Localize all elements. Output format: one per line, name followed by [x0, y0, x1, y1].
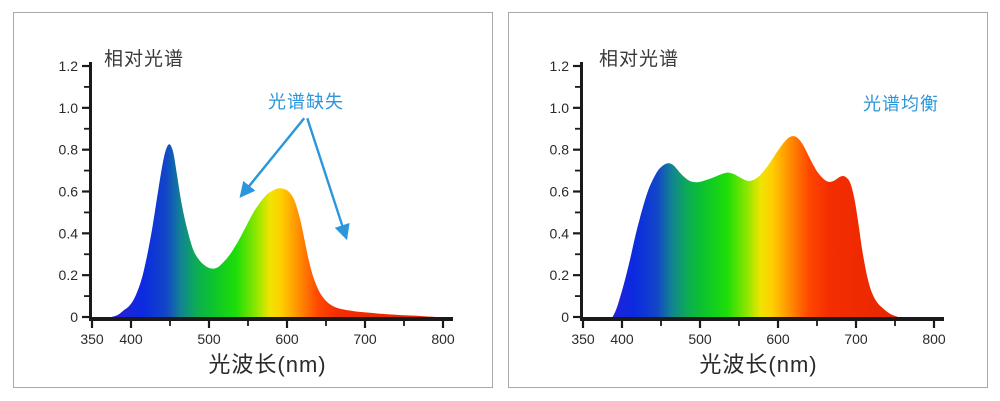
y-tick-label: 0.6	[59, 184, 79, 200]
y-tick-label: 1.0	[550, 100, 570, 116]
y-tick-label: 0	[70, 309, 78, 325]
annotation-arrow	[306, 117, 350, 241]
x-tick-label: 350	[80, 331, 104, 347]
y-tick-label: 1.2	[59, 58, 79, 74]
x-tick-label: 700	[353, 331, 377, 347]
spectrum-chart-balanced: 350 400 500 600 700 800 0 0.2 0.4 0.6 0.8 1.0 1.2	[550, 58, 946, 347]
spectrum-panel-missing: 350 400 500 600 700 800 0 0.2 0.4 0.6 0.8 1.0 1.2 相对…	[13, 12, 493, 388]
spectrum-chart-missing: 350 400 500 600 700 800 0 0.2 0.4 0.6 0.8 1.0 1.2	[59, 58, 455, 347]
x-tick-label: 800	[922, 331, 946, 347]
x-tick-label: 400	[119, 331, 143, 347]
annotation-spectrum-missing: 光谱缺失	[268, 92, 344, 112]
y-tick-label: 0.8	[59, 142, 79, 158]
x-tick-label: 600	[766, 331, 790, 347]
chart-title: 相对光谱	[104, 49, 185, 70]
chart-title: 相对光谱	[599, 49, 680, 70]
annotation-spectrum-balanced: 光谱均衡	[863, 94, 939, 114]
x-tick-label: 600	[275, 331, 299, 347]
spectrum-panel-balanced: 350 400 500 600 700 800 0 0.2 0.4 0.6 0.8 1.0 1.2 相对…	[508, 12, 988, 388]
x-tick-label: 500	[688, 331, 712, 347]
x-tick-label: 350	[571, 331, 595, 347]
spectrum-curve	[612, 136, 899, 317]
x-axis-title: 光波长(nm)	[208, 352, 327, 377]
x-tick-label: 700	[844, 331, 868, 347]
x-axis-title: 光波长(nm)	[699, 352, 818, 377]
y-tick-label: 0	[561, 309, 569, 325]
y-tick-label: 0.4	[550, 225, 570, 241]
annotation-arrow	[239, 117, 306, 198]
y-tick-label: 1.0	[59, 100, 79, 116]
y-tick-label: 0.8	[550, 142, 570, 158]
y-tick-label: 0.2	[59, 267, 79, 283]
y-tick-label: 0.2	[550, 267, 570, 283]
x-tick-label: 400	[610, 331, 634, 347]
x-tick-label: 800	[431, 331, 455, 347]
x-tick-label: 500	[197, 331, 221, 347]
y-tick-label: 1.2	[550, 58, 570, 74]
spectrum-curve	[111, 144, 437, 317]
y-tick-label: 0.4	[59, 225, 79, 241]
y-tick-label: 0.6	[550, 184, 570, 200]
